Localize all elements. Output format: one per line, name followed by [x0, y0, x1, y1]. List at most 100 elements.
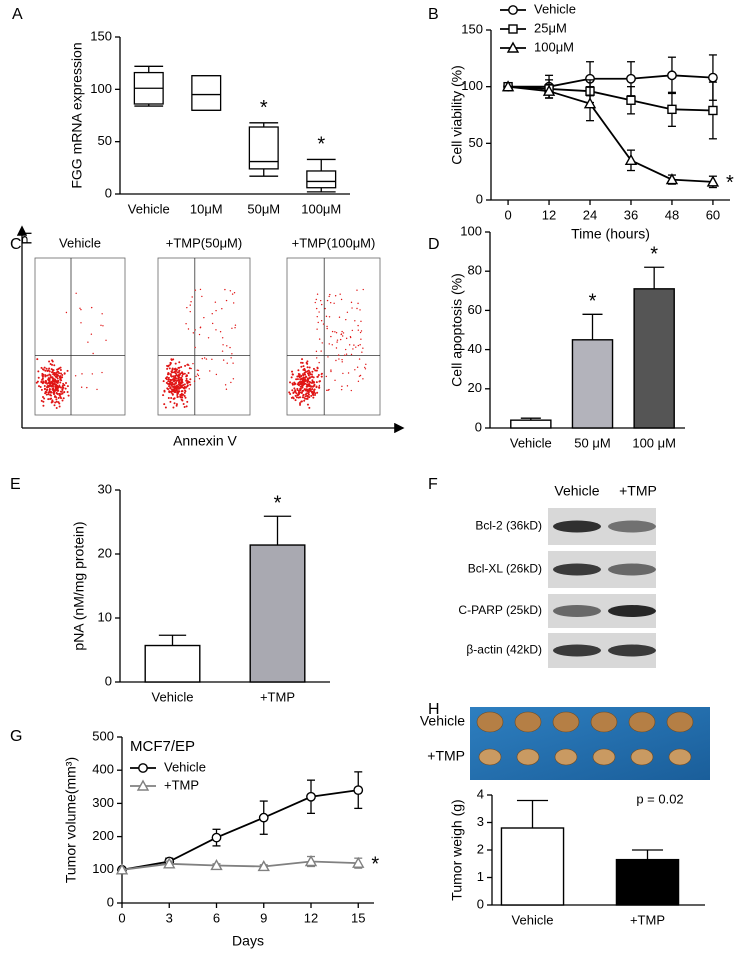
dot: [181, 380, 184, 383]
dot: [295, 378, 298, 381]
significance: *: [650, 244, 658, 266]
dot: [346, 311, 349, 313]
dot: [317, 373, 320, 376]
dot: [189, 304, 191, 306]
dot: [307, 374, 310, 377]
dot: [305, 388, 308, 391]
dot: [181, 384, 184, 387]
dot: [80, 322, 82, 324]
dot: [357, 344, 360, 347]
marker: [667, 70, 677, 81]
dot: [309, 388, 312, 391]
dot: [314, 392, 317, 395]
dot: [44, 374, 47, 377]
dot: [90, 306, 93, 309]
dot: [233, 291, 236, 294]
dot: [164, 406, 167, 409]
dot: [166, 382, 169, 385]
dot: [61, 392, 64, 395]
dot: [229, 290, 232, 292]
chart-title: MCF7/EP: [130, 738, 195, 755]
dot: [163, 403, 166, 406]
dot: [229, 346, 231, 349]
dot: [186, 363, 189, 366]
x-axis-label: Time (hours): [571, 226, 650, 242]
y-tick-label: 60: [468, 302, 482, 317]
dot: [175, 377, 178, 380]
dot: [58, 375, 61, 378]
dot: [49, 384, 52, 387]
dot: [342, 372, 344, 375]
y-tick-label: 80: [468, 263, 482, 278]
dot: [42, 404, 45, 407]
dot: [330, 370, 332, 373]
dot: [315, 307, 318, 310]
dot: [310, 381, 313, 384]
dot: [359, 344, 361, 346]
dot: [52, 388, 55, 391]
dot: [325, 315, 328, 318]
photo-row-label: Vehicle: [420, 713, 465, 729]
dot: [314, 301, 316, 304]
dot: [47, 398, 50, 401]
dot: [310, 391, 313, 394]
dot: [167, 396, 170, 399]
blot-band: [608, 563, 656, 576]
dot: [165, 378, 168, 381]
dot: [359, 374, 362, 377]
dot: [345, 318, 347, 321]
dot: [355, 346, 357, 348]
dot: [102, 325, 104, 327]
dot: [343, 354, 346, 356]
dot: [188, 388, 190, 390]
dot: [336, 339, 339, 341]
y-axis-label: Cell viability (%): [449, 65, 465, 165]
dot: [232, 302, 235, 304]
flow-dots: [35, 292, 107, 410]
dot: [61, 376, 64, 379]
dot: [297, 391, 300, 394]
dot: [54, 388, 57, 391]
dot: [348, 344, 351, 346]
dot: [92, 352, 94, 355]
dot: [44, 369, 47, 372]
dot: [41, 375, 44, 378]
y-axis-label: Tumor volume(mm³): [63, 757, 79, 883]
dot: [337, 354, 340, 356]
dot: [299, 378, 302, 381]
dot: [306, 366, 309, 369]
dot: [189, 310, 191, 313]
dot: [46, 369, 49, 372]
dot: [172, 397, 175, 400]
dot: [166, 376, 169, 379]
dot: [48, 373, 51, 376]
y-tick-label: 50: [98, 133, 112, 148]
dot: [344, 348, 347, 351]
dot: [172, 406, 175, 409]
dot: [182, 393, 185, 396]
dot: [55, 398, 58, 401]
dot: [226, 362, 228, 364]
blot-band: [608, 644, 656, 657]
marker: [115, 863, 129, 875]
dot: [361, 351, 363, 353]
dot: [226, 345, 228, 347]
dot: [298, 373, 301, 376]
marker: [258, 812, 269, 823]
dot: [185, 375, 188, 378]
dot: [297, 369, 300, 372]
dot: [299, 389, 302, 392]
marker: [708, 105, 718, 116]
dot: [54, 401, 57, 404]
dot: [199, 288, 202, 291]
tumor: [516, 748, 540, 766]
dot: [56, 382, 59, 385]
dot: [178, 373, 181, 376]
dot: [341, 361, 343, 363]
dot: [291, 370, 294, 373]
dot: [196, 369, 199, 371]
dot: [290, 396, 293, 399]
dot: [173, 385, 176, 388]
dot: [188, 367, 191, 370]
dot: [52, 392, 55, 395]
